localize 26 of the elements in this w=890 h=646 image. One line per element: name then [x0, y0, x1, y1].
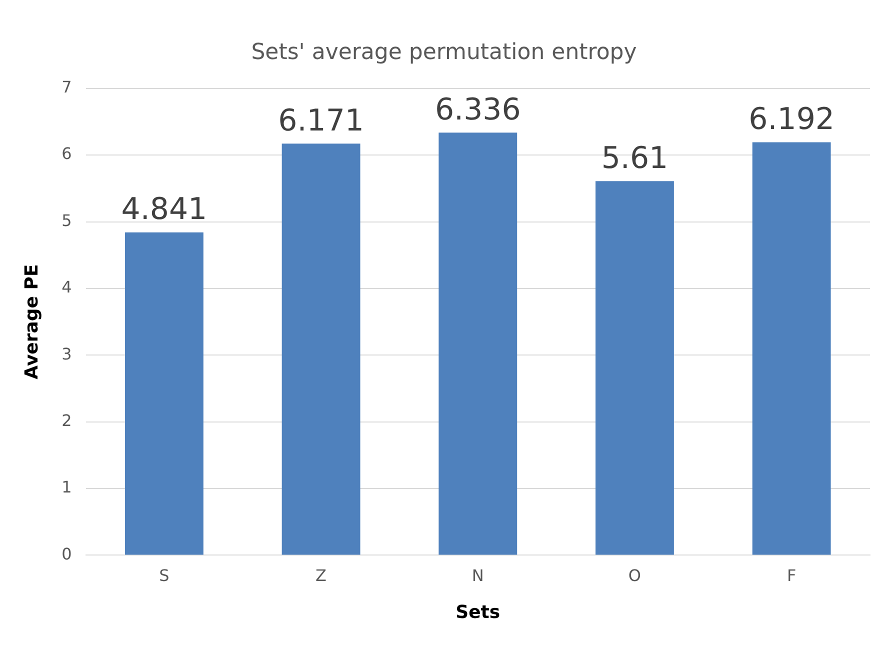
- bar: [438, 132, 518, 555]
- bar: [124, 232, 204, 555]
- y-tick-label: 6: [62, 144, 72, 164]
- y-tick-label: 5: [62, 210, 72, 230]
- data-label: 6.171: [278, 103, 364, 138]
- y-tick-label: 0: [62, 544, 72, 564]
- bar: [282, 144, 360, 555]
- data-label: 4.841: [121, 192, 208, 228]
- y-tick-label: 3: [62, 344, 72, 364]
- bar: [596, 181, 674, 555]
- chart-title: Sets' average permutation entropy: [251, 40, 637, 65]
- data-label: 6.336: [434, 92, 521, 128]
- y-tick-label: 2: [62, 410, 72, 430]
- x-axis-title: Sets: [456, 602, 500, 623]
- y-tick-label: 4: [62, 278, 72, 297]
- x-tick-label: N: [472, 566, 484, 585]
- y-tick-label: 7: [62, 78, 72, 97]
- data-label: 5.61: [601, 140, 668, 176]
- bar: [752, 142, 831, 555]
- x-tick-label: Z: [316, 566, 327, 585]
- y-tick-label: 1: [62, 478, 72, 497]
- x-tick-label: O: [628, 566, 642, 585]
- x-tick-label: S: [159, 566, 170, 585]
- x-tick-label: F: [786, 566, 796, 585]
- y-axis-title: Average PE: [21, 264, 42, 380]
- data-label: 6.192: [748, 102, 835, 138]
